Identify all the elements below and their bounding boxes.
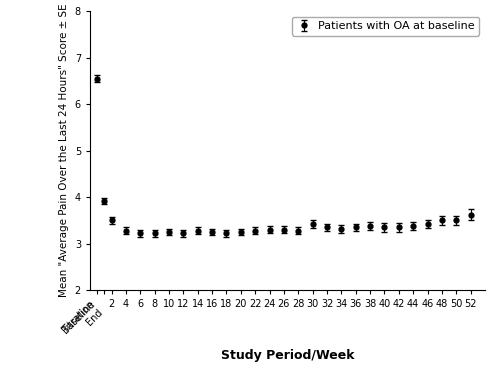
Legend: Patients with OA at baseline: Patients with OA at baseline xyxy=(292,17,480,36)
Y-axis label: Mean "Average Pain Over the Last 24 Hours" Score ± SE: Mean "Average Pain Over the Last 24 Hour… xyxy=(59,4,69,298)
X-axis label: Study Period/Week: Study Period/Week xyxy=(221,349,354,362)
